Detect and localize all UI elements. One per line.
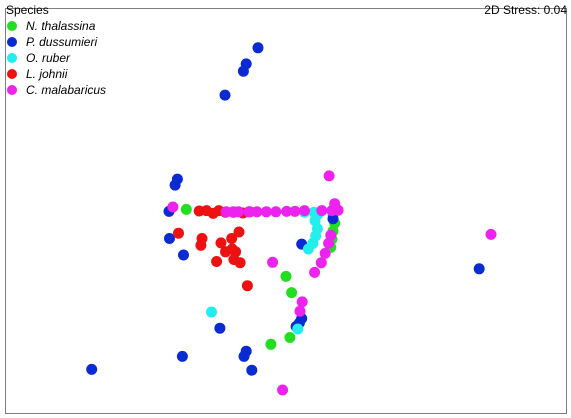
point-l-johnii-8	[173, 227, 184, 239]
legend-marker-icon	[7, 37, 17, 47]
point-c-malabaricus-12	[316, 205, 328, 217]
stress-annotation: 2D Stress: 0.04	[484, 3, 567, 17]
point-l-johnii-19	[234, 257, 246, 269]
legend-item-p-dussumieri: P. dussumieri	[6, 34, 106, 50]
point-p-dussumieri-9	[327, 213, 339, 225]
legend-label: N. thalassina	[26, 19, 96, 33]
point-c-malabaricus-9	[281, 205, 293, 217]
point-p-dussumieri-2	[237, 65, 249, 77]
point-c-malabaricus-19	[315, 257, 327, 269]
point-n-thalassina-7	[286, 287, 298, 299]
point-c-malabaricus-4	[232, 206, 244, 218]
legend-marker-icon	[7, 21, 17, 31]
point-c-malabaricus-7	[260, 206, 272, 218]
point-c-malabaricus-11	[299, 205, 310, 217]
point-n-thalassina-6	[280, 270, 292, 282]
point-l-johnii-17	[211, 256, 223, 267]
point-p-dussumieri-7	[164, 233, 175, 244]
point-p-dussumieri-11	[473, 263, 485, 275]
point-p-dussumieri-0	[252, 42, 264, 54]
legend: Species N. thalassina P. dussumieri O. r…	[6, 3, 106, 98]
point-p-dussumieri-15	[214, 322, 226, 334]
point-l-johnii-15	[220, 246, 231, 258]
point-p-dussumieri-19	[86, 363, 98, 375]
legend-label: P. dussumieri	[26, 35, 98, 49]
point-p-dussumieri-8	[178, 249, 189, 261]
legend-item-o-ruber: O. ruber	[6, 50, 106, 66]
point-c-malabaricus-17	[323, 237, 335, 249]
point-c-malabaricus-0	[323, 170, 335, 182]
point-c-malabaricus-24	[485, 228, 497, 240]
point-l-johnii-11	[215, 237, 227, 249]
legend-title: Species	[6, 3, 49, 17]
legend-marker-icon	[7, 69, 17, 79]
point-c-malabaricus-15	[329, 198, 341, 210]
point-l-johnii-12	[226, 233, 238, 244]
point-o-ruber-9	[292, 323, 304, 335]
point-c-malabaricus-25	[277, 384, 289, 396]
point-p-dussumieri-3	[219, 89, 231, 101]
point-l-johnii-10	[195, 239, 207, 251]
point-c-malabaricus-6	[251, 206, 263, 218]
legend-label: L. johnii	[26, 67, 68, 81]
point-c-malabaricus-23	[294, 305, 306, 317]
point-l-johnii-13	[233, 226, 245, 238]
point-o-ruber-7	[302, 243, 314, 255]
legend-item-c-malabaricus: C. malabaricus	[6, 82, 106, 98]
legend-label: C. malabaricus	[26, 83, 107, 97]
point-c-malabaricus-22	[296, 296, 308, 308]
legend-marker-icon	[7, 85, 17, 95]
point-n-thalassina-0	[180, 203, 192, 215]
point-c-malabaricus-5	[243, 206, 255, 218]
legend-item-n-thalassina: N. thalassina	[6, 18, 106, 34]
point-c-malabaricus-18	[319, 247, 331, 259]
point-l-johnii-20	[241, 280, 253, 292]
point-c-malabaricus-20	[309, 266, 321, 278]
point-c-malabaricus-21	[267, 256, 279, 268]
point-c-malabaricus-1	[167, 201, 179, 213]
legend-marker-icon	[7, 53, 17, 63]
point-o-ruber-8	[206, 306, 217, 318]
point-p-dussumieri-17	[238, 350, 250, 362]
point-p-dussumieri-20	[246, 364, 258, 376]
point-n-thalassina-8	[265, 338, 277, 350]
legend-label: O. ruber	[26, 51, 71, 65]
legend-item-l-johnii: L. johnii	[6, 66, 106, 82]
point-p-dussumieri-18	[176, 350, 188, 362]
point-c-malabaricus-10	[289, 205, 301, 217]
point-n-thalassina-9	[284, 332, 296, 343]
point-c-malabaricus-8	[270, 206, 282, 218]
point-p-dussumieri-5	[169, 179, 181, 191]
